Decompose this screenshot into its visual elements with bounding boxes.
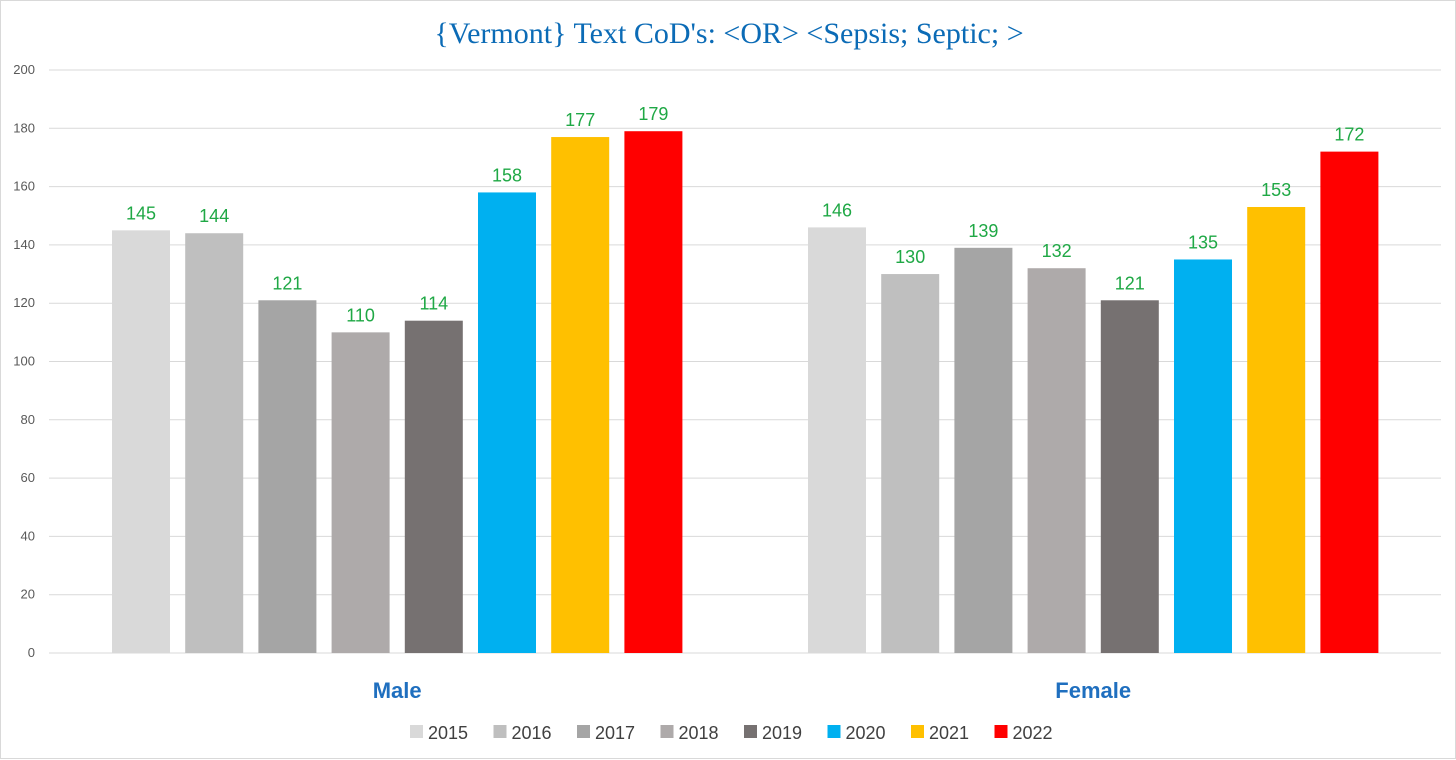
bar-female-2022 <box>1320 151 1379 653</box>
y-tick-label: 0 <box>28 645 35 660</box>
bar-female-2020 <box>1174 259 1232 653</box>
y-tick-label: 120 <box>13 295 35 310</box>
data-label-male-2020: 158 <box>492 165 522 185</box>
data-label-female-2021: 153 <box>1261 180 1291 200</box>
y-axis-ticks: 0 20 40 60 80 100 120 140 160 180 200 <box>13 62 35 660</box>
bar-female-2019 <box>1100 300 1159 653</box>
data-label-female-2017: 139 <box>968 221 998 241</box>
legend-swatch-2020 <box>827 725 841 738</box>
legend-label-2015: 2015 <box>428 723 468 743</box>
legend-swatch-2017 <box>577 725 590 738</box>
legend-label-2020: 2020 <box>846 723 886 743</box>
legend-swatch-2018 <box>660 725 674 738</box>
legend-label-2022: 2022 <box>1013 723 1053 743</box>
data-label-male-2017: 121 <box>272 273 302 293</box>
bar-female-2016 <box>881 274 940 653</box>
data-label-female-2016: 130 <box>895 247 925 267</box>
bar-male-2018 <box>331 332 390 653</box>
bar-male-2019 <box>404 320 463 653</box>
bar-male-2017 <box>258 300 317 653</box>
bar-female-2017 <box>954 247 1013 653</box>
y-tick-label: 20 <box>21 587 35 602</box>
gridlines <box>49 69 1441 654</box>
y-tick-label: 60 <box>21 470 35 485</box>
data-label-male-2015: 145 <box>126 203 156 223</box>
legend-swatch-2021 <box>911 725 924 738</box>
bar-female-2021 <box>1247 207 1306 653</box>
y-tick-label: 160 <box>13 179 35 194</box>
data-label-female-2022: 172 <box>1334 125 1364 145</box>
data-label-female-2015: 146 <box>822 200 852 220</box>
data-label-male-2018: 110 <box>346 305 375 325</box>
bars <box>112 131 1379 654</box>
bar-female-2018 <box>1027 268 1086 653</box>
legend-label-2018: 2018 <box>679 723 719 743</box>
bar-female-2015 <box>808 227 866 653</box>
legend-swatch-2016 <box>493 725 507 738</box>
data-label-male-2021: 177 <box>565 110 595 130</box>
chart-title: {Vermont} Text CoD's: <OR> <Sepsis; Sept… <box>434 17 1023 50</box>
category-label-female: Female <box>1055 678 1131 703</box>
data-label-female-2019: 121 <box>1115 273 1145 293</box>
data-label-male-2019: 114 <box>419 294 448 314</box>
data-label-female-2020: 135 <box>1188 232 1218 252</box>
legend-swatch-2019 <box>744 725 757 738</box>
legend-label-2019: 2019 <box>762 723 802 743</box>
y-tick-label: 140 <box>13 237 35 252</box>
bar-male-2020 <box>478 192 536 653</box>
bar-male-2022 <box>624 131 683 654</box>
data-labels: 145 144 121 110 114 158 177 179 146 130 139 132 121 1… <box>126 104 1364 325</box>
y-tick-label: 100 <box>13 354 35 369</box>
legend-swatch-2022 <box>994 725 1008 738</box>
data-label-female-2018: 132 <box>1042 241 1072 261</box>
category-label-male: Male <box>373 678 422 703</box>
data-label-male-2016: 144 <box>199 206 229 226</box>
legend: 2015 2016 2017 2018 2019 2020 2021 2022 <box>410 723 1053 743</box>
y-tick-label: 180 <box>13 120 35 135</box>
y-tick-label: 80 <box>21 412 35 427</box>
data-label-male-2022: 179 <box>638 104 668 124</box>
bar-male-2016 <box>185 233 244 654</box>
legend-swatch-2015 <box>410 725 423 738</box>
category-labels: Male Female <box>373 678 1131 703</box>
y-tick-label: 40 <box>21 528 35 543</box>
legend-label-2017: 2017 <box>595 723 635 743</box>
legend-label-2016: 2016 <box>512 723 552 743</box>
legend-label-2021: 2021 <box>929 723 969 743</box>
y-tick-label: 200 <box>13 62 35 77</box>
bar-male-2021 <box>551 137 610 654</box>
bar-male-2015 <box>112 230 170 653</box>
